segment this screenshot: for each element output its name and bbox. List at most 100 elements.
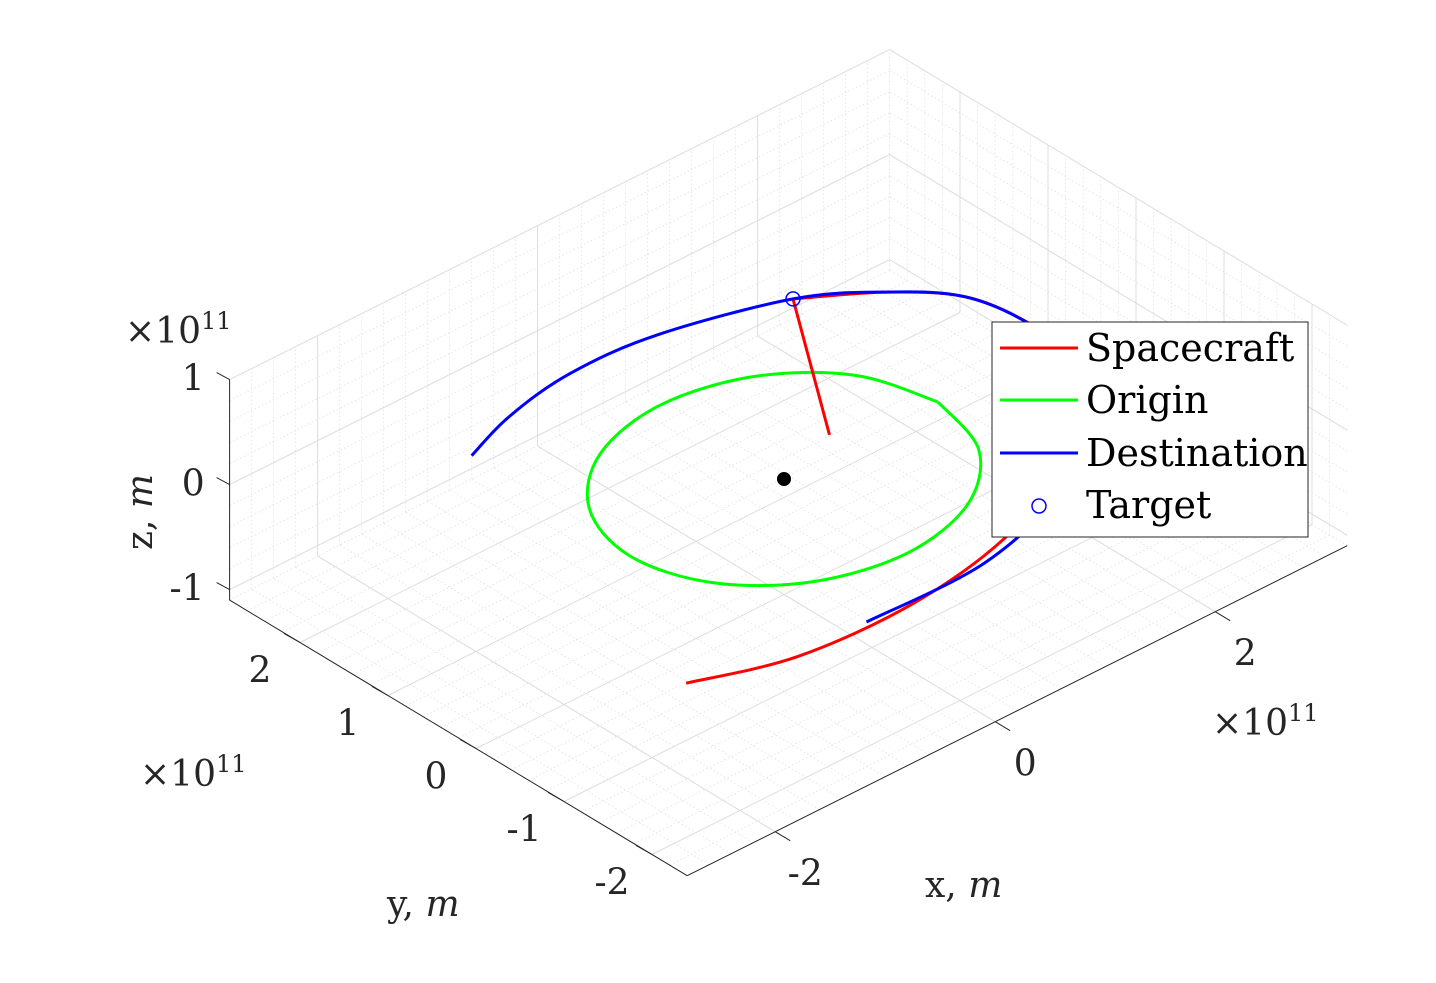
grid-floor-x <box>757 335 1216 613</box>
grid-floor-y <box>634 513 1295 845</box>
x-axis-exponent: ×1011 <box>1212 699 1319 744</box>
grid-floor-y <box>546 460 1207 792</box>
grid-floor-x <box>559 434 1018 712</box>
grid-floor-y <box>493 428 1154 760</box>
grid-floor-y <box>422 386 1084 718</box>
z-tick-label: 1 <box>182 359 205 400</box>
y-axis-exponent: ×1011 <box>140 750 247 795</box>
grid-floor-x <box>801 313 1260 591</box>
grid-wally-z <box>229 175 890 507</box>
grid-floor-y <box>352 343 1014 675</box>
y-tick <box>371 686 389 696</box>
y-tick-label: 1 <box>337 704 360 745</box>
grid-wallx-z <box>889 91 1348 368</box>
grid-floor-x <box>317 555 776 833</box>
legend-label-origin: Origin <box>1086 378 1208 422</box>
grid-floor-y <box>616 502 1278 834</box>
grid-floor-x <box>603 412 1062 690</box>
grid-wally-z <box>229 217 890 549</box>
grid-floor-x <box>405 511 864 789</box>
x-tick-label: 2 <box>1234 634 1257 675</box>
y-axis-line <box>229 599 688 877</box>
y-tick-label: 0 <box>425 757 448 798</box>
grid-floor-y <box>528 449 1190 781</box>
x-tick <box>774 831 791 842</box>
grid-wally-z <box>229 133 890 465</box>
x-tick-label: 0 <box>1014 744 1037 785</box>
grid-floor-y <box>387 365 1049 696</box>
grid-floor-x <box>361 533 820 811</box>
grid-floor-x <box>339 544 798 822</box>
grid-floor-y <box>598 492 1260 824</box>
grid-floor-x <box>647 390 1106 668</box>
grid-floor-y <box>669 534 1330 866</box>
z-tick <box>216 477 230 486</box>
grid-floor-y <box>282 301 943 633</box>
grid-floor-x <box>449 489 908 767</box>
grid-floor-y <box>510 439 1172 771</box>
x-axis-line <box>686 545 1348 877</box>
legend-label-spacecraft: Spacecraft <box>1086 326 1294 370</box>
legend-label-destination: Destination <box>1086 431 1308 475</box>
grid-floor-y <box>299 312 961 643</box>
grid-wally-z <box>229 238 890 570</box>
y-tick <box>547 792 565 802</box>
grid-floor-y <box>458 407 1119 739</box>
grid-floor-x <box>713 357 1172 635</box>
series-line-origin <box>585 370 983 588</box>
grid-wally-z <box>229 154 890 486</box>
grid-floor-y <box>651 524 1313 855</box>
grid-floor-y <box>317 322 978 654</box>
grid-wally-z <box>229 112 890 444</box>
y-axis-label: y, m <box>386 884 460 925</box>
grid-floor-y <box>334 333 996 665</box>
target-marker <box>785 291 801 307</box>
legend-marker-target <box>1031 498 1047 514</box>
grid-floor-y <box>581 481 1242 813</box>
grid-floor-x <box>493 467 952 745</box>
grid-wally-z <box>229 70 890 402</box>
y-tick-label: -1 <box>506 810 541 851</box>
tick-labels: -2 0 2 -2 -1 0 1 2 -1 0 1 <box>170 359 1257 904</box>
grid-floor-x <box>515 456 974 734</box>
z-axis-label: z, m <box>120 474 161 550</box>
grid-wally-z <box>229 91 890 423</box>
grid-floor-x <box>691 368 1150 646</box>
y-tick <box>459 739 477 749</box>
center-body-marker <box>777 472 791 486</box>
grid-floor-y <box>370 354 1031 686</box>
grid-floor-y <box>246 280 908 612</box>
grid-floor-y <box>440 396 1102 728</box>
z-tick-label: -1 <box>170 569 205 610</box>
grid-floor-y <box>405 375 1066 707</box>
grid-floor-x <box>581 423 1040 701</box>
grid-floor-x <box>295 566 754 844</box>
grid-floor-x <box>251 588 710 866</box>
grid-floor-y <box>264 290 926 622</box>
z-tick <box>216 372 230 381</box>
grid-floor-x <box>735 346 1194 624</box>
y-tick <box>635 845 653 855</box>
legend-label-target: Target <box>1086 483 1211 527</box>
grid-wally-z <box>229 196 890 528</box>
grid-floor-x <box>625 401 1084 679</box>
legend: Spacecraft Origin Destination Target <box>991 321 1309 538</box>
grid-floor-x <box>273 577 732 855</box>
grid-wallx-z <box>889 70 1348 347</box>
z-tick <box>216 582 230 591</box>
y-tick <box>283 633 301 643</box>
x-axis-label: x, m <box>925 865 1002 906</box>
grid-wally-z <box>229 259 890 591</box>
marker-layer <box>777 291 801 486</box>
grid-wallx-z <box>889 49 1348 326</box>
grid-floor-x <box>669 379 1128 657</box>
grid-floor-x <box>427 500 886 778</box>
z-axis-exponent: ×1011 <box>125 307 232 352</box>
y-tick-label: -2 <box>594 863 629 904</box>
z-tick-label: 0 <box>182 464 205 505</box>
axes-layer <box>216 372 1348 877</box>
grid-floor-x <box>383 522 842 800</box>
grid-floor-x <box>471 478 930 756</box>
y-tick-label: 2 <box>249 651 272 692</box>
